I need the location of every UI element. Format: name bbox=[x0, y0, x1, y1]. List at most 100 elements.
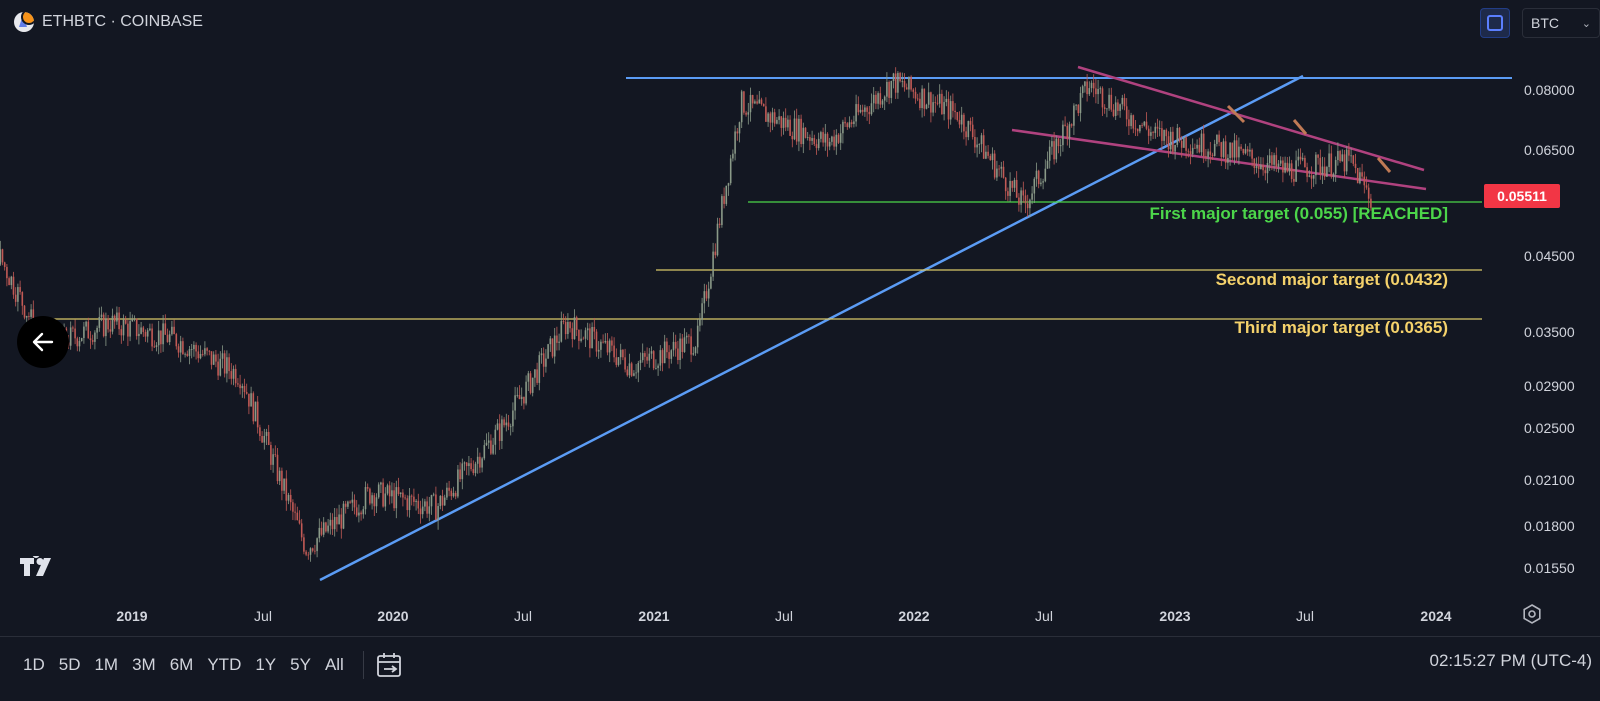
period-1d[interactable]: 1D bbox=[23, 655, 45, 674]
candle-body bbox=[1249, 149, 1251, 152]
period-6m[interactable]: 6M bbox=[169, 655, 194, 674]
candle-body bbox=[245, 392, 248, 394]
candle-body bbox=[1090, 82, 1093, 89]
candle-body bbox=[582, 338, 585, 340]
candle-body bbox=[72, 327, 74, 329]
candle-body bbox=[402, 492, 404, 498]
second-target-label[interactable]: Second major target (0.0432) bbox=[1215, 270, 1448, 289]
clock-display[interactable]: 02:15:27 PM (UTC-4) bbox=[1429, 651, 1593, 670]
symbol-header[interactable]: ETHBTC · COINBASE bbox=[14, 8, 203, 36]
candle-body bbox=[989, 155, 992, 161]
candle-body bbox=[505, 422, 508, 426]
period-5d[interactable]: 5D bbox=[58, 655, 81, 674]
candle-body bbox=[204, 348, 206, 355]
candle-body bbox=[575, 317, 578, 330]
candle-body bbox=[397, 487, 400, 495]
candle-body bbox=[767, 113, 769, 122]
candle-body bbox=[1352, 155, 1355, 164]
candle-body bbox=[1068, 124, 1071, 139]
candle-body bbox=[186, 353, 189, 356]
period-ytd[interactable]: YTD bbox=[207, 655, 242, 674]
candle-body bbox=[738, 122, 741, 134]
candle-body bbox=[611, 340, 613, 346]
candle-body bbox=[344, 503, 347, 507]
third-target-label[interactable]: Third major target (0.0365) bbox=[1234, 318, 1448, 337]
support-trendline[interactable] bbox=[319, 74, 1304, 582]
candle-body bbox=[1097, 89, 1099, 95]
candle-body bbox=[133, 318, 136, 320]
candle-body bbox=[199, 354, 202, 359]
eth-btc-logo-icon bbox=[14, 12, 34, 32]
candle-body bbox=[184, 353, 186, 355]
currency-select[interactable]: BTC ⌄ bbox=[1522, 8, 1600, 38]
candle-body bbox=[648, 353, 651, 361]
candle-body bbox=[417, 500, 420, 509]
candle-body bbox=[228, 357, 230, 372]
period-1m[interactable]: 1M bbox=[94, 655, 119, 674]
candle-body bbox=[806, 137, 809, 138]
candle-body bbox=[941, 93, 943, 115]
candle-body bbox=[883, 96, 886, 101]
candle-body bbox=[1238, 146, 1240, 158]
sync-button[interactable] bbox=[1480, 8, 1510, 38]
candle-body bbox=[1341, 154, 1344, 162]
candle-body bbox=[10, 276, 13, 286]
date-range-icon[interactable] bbox=[376, 652, 404, 678]
candle-body bbox=[263, 435, 266, 443]
price-series bbox=[0, 67, 1372, 562]
wedge-upper-line[interactable] bbox=[1077, 65, 1425, 172]
candle-body bbox=[881, 100, 884, 105]
candle-body bbox=[494, 429, 497, 445]
candle-body bbox=[476, 456, 479, 464]
first-target-label[interactable]: First major target (0.055) [REACHED] bbox=[1149, 204, 1448, 223]
settings-button[interactable] bbox=[1522, 604, 1542, 624]
candle-body bbox=[1156, 126, 1159, 129]
candle-body bbox=[1310, 175, 1313, 179]
candle-body bbox=[564, 322, 567, 335]
candle-body bbox=[144, 331, 147, 337]
period-1y[interactable]: 1Y bbox=[255, 655, 277, 674]
candle-body bbox=[1273, 155, 1275, 165]
candle-body bbox=[567, 321, 569, 335]
period-3m[interactable]: 3M bbox=[132, 655, 156, 674]
candle-body bbox=[991, 153, 994, 161]
candle-body bbox=[1293, 178, 1295, 182]
candle-body bbox=[628, 363, 631, 376]
price-chart[interactable] bbox=[0, 0, 1600, 636]
candle-body bbox=[329, 519, 332, 526]
candle-body bbox=[1205, 156, 1207, 158]
candle-body bbox=[285, 478, 288, 501]
candle-body bbox=[1163, 129, 1165, 141]
candle-body bbox=[782, 117, 785, 128]
period-5y[interactable]: 5Y bbox=[290, 655, 311, 674]
candle-body bbox=[674, 341, 677, 349]
candle-body bbox=[661, 350, 664, 364]
candle-body bbox=[1145, 121, 1148, 129]
candle-body bbox=[182, 341, 184, 355]
candle-body bbox=[369, 488, 371, 504]
period-all[interactable]: All bbox=[324, 655, 344, 674]
candle-body bbox=[292, 502, 294, 512]
candle-body bbox=[492, 444, 494, 454]
candle-body bbox=[1317, 154, 1319, 158]
candle-body bbox=[956, 112, 959, 120]
candle-body bbox=[663, 341, 666, 364]
candle-body bbox=[938, 93, 941, 104]
candle-body bbox=[641, 353, 644, 361]
candle-body bbox=[1288, 163, 1291, 172]
candle-body bbox=[386, 485, 389, 494]
candle-body bbox=[435, 494, 437, 520]
candle-body bbox=[732, 153, 734, 159]
time-tick: Jul bbox=[514, 608, 532, 624]
candle-body bbox=[111, 315, 114, 332]
candle-body bbox=[584, 330, 587, 339]
candle-body bbox=[366, 487, 369, 489]
candle-body bbox=[1092, 82, 1095, 89]
candle-body bbox=[219, 358, 222, 376]
candle-body bbox=[254, 401, 257, 422]
candle-body bbox=[624, 357, 626, 370]
candle-body bbox=[903, 81, 906, 88]
candle-body bbox=[1024, 195, 1027, 204]
candle-body bbox=[859, 109, 862, 113]
back-button[interactable] bbox=[17, 316, 69, 368]
